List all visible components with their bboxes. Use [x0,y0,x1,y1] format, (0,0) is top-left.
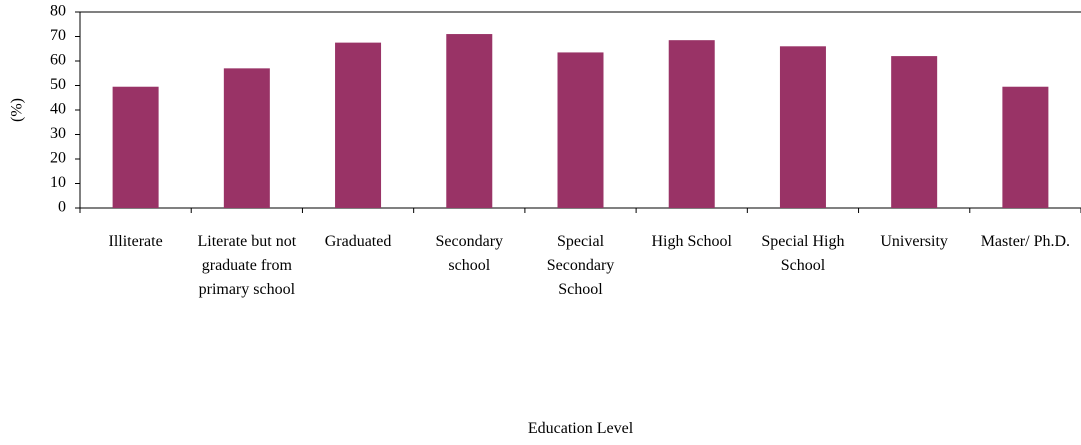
y-tick-label: 40 [50,101,66,118]
x-axis-title: Education Level [527,420,634,437]
bar [891,56,938,208]
bar [779,46,826,208]
x-tick-label: High School [651,233,732,250]
bar [223,68,270,208]
bar [112,86,159,208]
x-tick-label: Special Secondary School [546,233,615,298]
x-tick-label: Literate but not graduate from primary s… [197,233,297,298]
y-tick-label: 0 [58,199,66,216]
bar [335,42,382,208]
y-tick-label: 20 [50,150,66,167]
x-tick-label: Special High School [761,233,845,274]
bar [557,52,604,208]
y-tick-label: 70 [50,27,66,44]
bar [1002,86,1049,208]
x-tick-label: Illiterate [108,233,163,250]
x-tick-label: Master/ Ph.D. [980,233,1071,250]
y-tick-label: 30 [50,125,66,142]
y-axis-title: (%) [9,98,26,122]
x-tick-label: Secondary school [435,233,504,274]
x-tick-label: University [880,233,948,250]
x-tick-label: Graduated [324,233,392,250]
y-tick-label: 80 [50,3,66,20]
y-tick-label: 60 [50,52,66,69]
bar [446,34,493,208]
y-tick-label: 50 [50,76,66,93]
bar [668,40,715,208]
y-tick-label: 10 [50,174,66,191]
